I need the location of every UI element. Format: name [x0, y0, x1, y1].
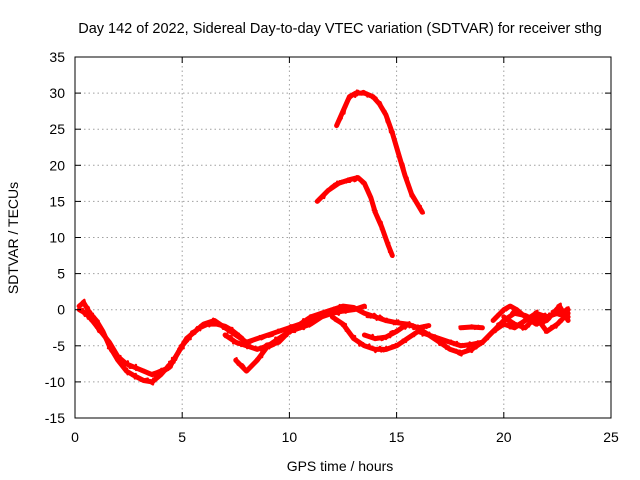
y-tick-label: 20: [49, 157, 65, 173]
series-noise-track-9: [503, 313, 569, 334]
x-tick-label: 0: [71, 429, 79, 445]
series-noise-track-11: [335, 89, 425, 215]
x-tick-label: 10: [282, 429, 298, 445]
chart-title: Day 142 of 2022, Sidereal Day-to-day VTE…: [78, 21, 602, 37]
y-tick-label: 30: [49, 85, 65, 101]
x-tick-label: 25: [603, 429, 619, 445]
series-noise-track-10: [316, 175, 395, 259]
y-tick-label: 10: [49, 230, 65, 246]
y-tick-label: 5: [57, 266, 65, 282]
y-tick-label: 15: [49, 193, 65, 209]
y-tick-label: 35: [49, 49, 65, 65]
series-noise-track-7: [458, 324, 483, 331]
y-axis-ticks: -15 -10 -5 0 5 10 15 20 25 30 35: [45, 49, 611, 426]
series-noise-track-6: [362, 309, 571, 349]
series-noise-track-4: [223, 304, 367, 351]
y-tick-label: 0: [57, 302, 65, 318]
x-tick-label: 15: [389, 429, 405, 445]
y-tick-label: -5: [53, 338, 66, 354]
series-noise-track-2: [79, 307, 334, 376]
x-axis-ticks: 0 5 10 15 20 25: [71, 57, 619, 445]
x-tick-label: 5: [178, 429, 186, 445]
y-tick-label: 25: [49, 121, 65, 137]
x-axis-label: GPS time / hours: [287, 458, 394, 474]
y-tick-label: -10: [45, 374, 65, 390]
data-series: [76, 89, 571, 386]
grid-lines: [75, 57, 611, 418]
series-line-track-2: [76, 307, 335, 378]
y-tick-label: -15: [45, 410, 65, 426]
x-tick-label: 20: [496, 429, 512, 445]
y-axis-label: SDTVAR / TECUs: [5, 182, 21, 294]
